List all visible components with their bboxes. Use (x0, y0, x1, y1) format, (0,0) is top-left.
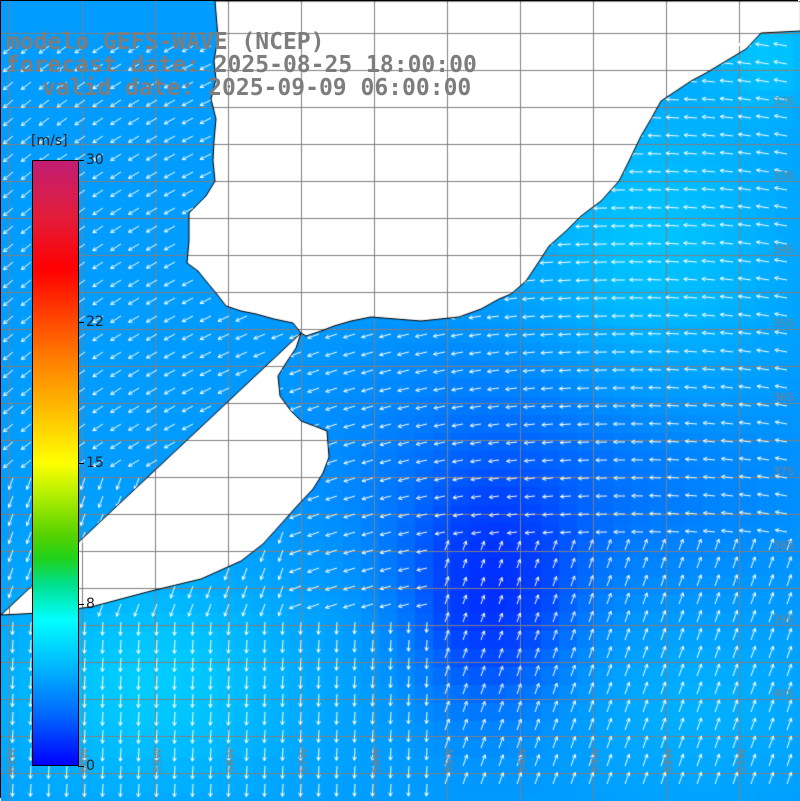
colorbar-tick-mark (78, 604, 84, 606)
colorbar-tick-mark (78, 321, 84, 323)
forecast-date-title: forecast date: 2025-08-25 18:00:00 (6, 52, 477, 78)
colorbar-tick-mark (78, 766, 84, 767)
colorbar-tick-mark (78, 463, 84, 464)
colorbar-tick-label: 8 (86, 596, 95, 613)
colorbar-tick-label: 15 (86, 455, 104, 471)
colorbar-tick-label: 0 (86, 758, 95, 774)
colorbar-unit-label: [m/s] (31, 133, 68, 149)
colorbar (32, 160, 79, 766)
colorbar-tick-mark (78, 160, 84, 161)
colorbar-tick-label: 22 (86, 313, 104, 330)
model-title: modelo GEFS-WAVE (NCEP) (6, 29, 325, 55)
colorbar-tick-label: 30 (86, 152, 104, 168)
valid-date-title: valid date: 2025-09-09 06:00:00 (42, 75, 472, 101)
